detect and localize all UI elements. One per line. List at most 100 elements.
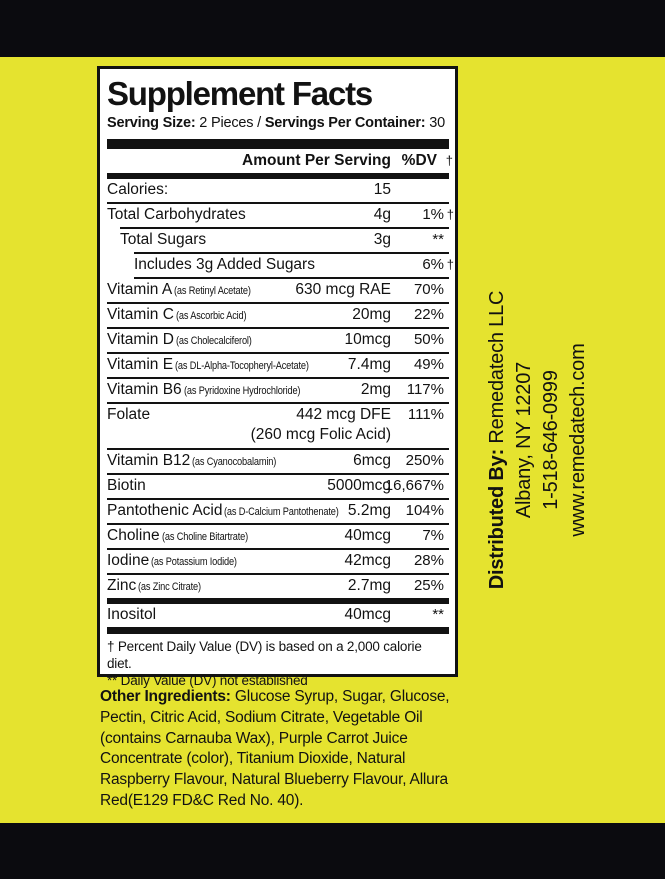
nutrient-dv: 16,667% xyxy=(384,477,444,494)
row-divider xyxy=(134,277,449,279)
separator-bar xyxy=(107,627,449,634)
supplement-facts-panel: Supplement Facts Serving Size: 2 Pieces … xyxy=(97,66,458,688)
nutrient-amount: 5000mcg xyxy=(327,477,391,494)
nutrient-name: Inositol xyxy=(107,606,157,623)
dagger-mark: † xyxy=(445,153,453,168)
row-divider xyxy=(107,352,449,354)
nutrient-amount: 6mcg xyxy=(353,452,391,469)
footnote-daily-value: † Percent Daily Value (DV) is based on a… xyxy=(107,639,422,671)
bottom-black-bar xyxy=(0,823,665,879)
nutrient-amount: 4g xyxy=(373,206,391,223)
table-row: Includes 3g Added Sugars 6% † xyxy=(107,254,454,277)
table-row: Total Carbohydrates 4g 1% † xyxy=(107,204,454,227)
nutrient-dv: 22% xyxy=(413,306,444,323)
row-divider xyxy=(107,402,449,404)
table-row: Vitamin B6 (as Pyridoxine Hydrochloride) 2… xyxy=(107,379,449,402)
nutrient-name: Biotin xyxy=(107,477,146,494)
nutrient-amount: 10mcg xyxy=(344,331,391,348)
table-row: Vitamin B12 (as Cyanocobalamin) 6mcg 250% xyxy=(107,450,449,473)
distributor-phone: 1-518-646-0999 xyxy=(540,370,562,510)
nutrient-dv: 104% xyxy=(405,502,444,519)
nutrient-amount: 442 mcg DFE xyxy=(296,406,391,423)
nutrient-amount: 2.7mg xyxy=(347,577,391,594)
nutrient-dv: ** xyxy=(432,231,444,248)
table-row: Calories: 15 xyxy=(107,179,449,202)
dagger-mark: † xyxy=(446,257,454,272)
footnotes: † Percent Daily Value (DV) is based on a… xyxy=(107,638,449,689)
table-row: Pantothenic Acid (as D-Calcium Pantothena… xyxy=(107,500,449,523)
serving-size-line: Serving Size: 2 Pieces / Servings Per Co… xyxy=(107,113,449,134)
row-divider xyxy=(107,377,449,379)
other-ingredients: Other Ingredients: Glucose Syrup, Sugar,… xyxy=(100,687,464,812)
nutrient-name: Includes 3g Added Sugars xyxy=(134,256,315,273)
nutrient-dv: 50% xyxy=(413,331,444,348)
nutrient-name: Folate xyxy=(107,406,151,423)
nutrient-amount: 5.2mg xyxy=(347,502,391,519)
table-row: Inositol 40mcg ** xyxy=(107,604,449,627)
row-divider xyxy=(107,302,449,304)
nutrient-dv: 28% xyxy=(413,552,444,569)
nutrient-source-note: (as Ascorbic Acid) xyxy=(175,310,247,322)
nutrient-amount: 2mg xyxy=(360,381,391,398)
table-row: Zinc (as Zinc Citrate) 2.7mg 25% xyxy=(107,575,449,598)
nutrient-table: Calories: 15 Total Carbohydrates 4g 1% † Total… xyxy=(107,179,454,634)
nutrient-name: Total Sugars xyxy=(120,231,207,248)
serving-size-value: 2 Pieces / xyxy=(195,115,265,131)
table-row: Vitamin A (as Retinyl Acetate) 630 mcg RAE… xyxy=(107,279,449,302)
nutrient-name: Iodine (as Potassium Iodide) xyxy=(107,552,238,569)
nutrient-source-note: (as Choline Bitartrate) xyxy=(161,531,248,543)
row-divider xyxy=(107,523,449,525)
nutrient-source-note: (as Cholecalciferol) xyxy=(175,335,252,347)
nutrient-dv: ** xyxy=(432,606,444,623)
dagger-mark: † xyxy=(446,207,454,222)
nutrient-amount: 42mcg xyxy=(344,552,391,569)
table-row: Folate 442 mcg DFE 111% (260 mcg Folic Acid… xyxy=(107,404,449,448)
nutrient-subnote: (260 mcg Folic Acid) xyxy=(250,426,391,443)
nutrient-dv: 25% xyxy=(413,577,444,594)
nutrient-name: Choline (as Choline Bitartrate) xyxy=(107,527,248,544)
nutrient-amount: 40mcg xyxy=(344,527,391,544)
nutrient-name: Total Carbohydrates xyxy=(107,206,246,223)
distributor-address: Albany, NY 12207 xyxy=(513,361,535,519)
nutrient-source-note: (as Retinyl Acetate) xyxy=(174,285,251,297)
table-header: Amount Per Serving %DV † xyxy=(107,149,453,173)
nutrient-name: Zinc (as Zinc Citrate) xyxy=(107,577,202,594)
nutrient-name: Vitamin C (as Ascorbic Acid) xyxy=(107,306,247,323)
separator-bar xyxy=(107,598,449,604)
nutrient-dv: 1% xyxy=(422,206,444,223)
distributor-info: Distributed By: Remedatech LLC Albany, N… xyxy=(484,275,592,605)
table-row: Vitamin C (as Ascorbic Acid) 20mg 22% xyxy=(107,304,449,327)
table-row: Choline (as Choline Bitartrate) 40mcg 7% xyxy=(107,525,449,548)
distributor-line: Distributed By: Remedatech LLC xyxy=(484,275,511,605)
nutrient-name: Vitamin D (as Cholecalciferol) xyxy=(107,331,252,348)
separator-bar xyxy=(107,139,449,149)
serving-size-label: Serving Size: xyxy=(107,115,196,131)
nutrient-name: Pantothenic Acid (as D-Calcium Pantothena… xyxy=(107,502,340,519)
row-divider xyxy=(107,448,449,450)
other-ingredients-label: Other Ingredients: xyxy=(100,688,231,705)
row-divider xyxy=(107,498,449,500)
row-divider xyxy=(107,327,449,329)
other-ingredients-text: Glucose Syrup, Sugar, Glucose, Pectin, C… xyxy=(100,688,450,809)
row-divider xyxy=(120,227,449,229)
nutrient-dv: 7% xyxy=(422,527,444,544)
row-divider xyxy=(107,473,449,475)
distributed-by-label: Distributed By: xyxy=(486,448,508,590)
nutrient-dv: 250% xyxy=(405,452,444,469)
amount-per-serving-header: Amount Per Serving xyxy=(242,152,391,169)
nutrient-amount: 40mcg xyxy=(344,606,391,623)
nutrient-name: Vitamin E (as DL-Alpha-Tocopheryl-Acetate… xyxy=(107,356,309,373)
nutrient-name: Vitamin B6 (as Pyridoxine Hydrochloride) xyxy=(107,381,300,398)
servings-per-container-value: 30 xyxy=(425,115,445,131)
nutrient-source-note: (as Cyanocobalamin) xyxy=(192,456,277,468)
nutrient-name: Calories: xyxy=(107,181,169,198)
nutrient-amount: 15 xyxy=(373,181,391,198)
nutrient-amount: 3g xyxy=(373,231,391,248)
top-black-bar xyxy=(0,0,665,57)
table-row: Total Sugars 3g ** xyxy=(107,229,449,252)
row-divider xyxy=(134,252,449,254)
nutrient-source-note: (as Pyridoxine Hydrochloride) xyxy=(183,385,300,397)
nutrient-amount: 7.4mg xyxy=(347,356,391,373)
servings-per-container-label: Servings Per Container: xyxy=(264,115,426,131)
